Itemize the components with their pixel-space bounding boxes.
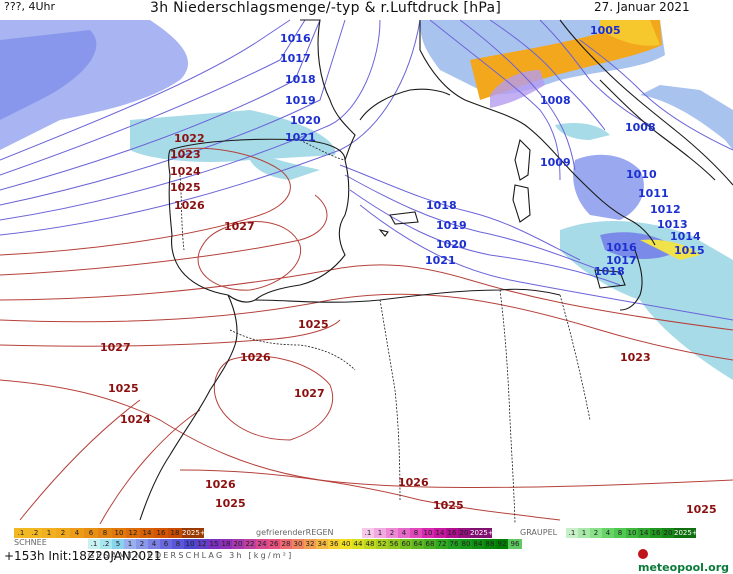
pressure-label: 1027 bbox=[100, 341, 131, 354]
brand-logo: meteopool.org bbox=[638, 548, 733, 574]
snow-title: SCHNEE bbox=[14, 538, 47, 547]
pressure-label: 1022 bbox=[174, 132, 205, 145]
pressure-label: 1015 bbox=[674, 244, 705, 257]
pressure-label: 1026 bbox=[240, 351, 271, 364]
pressure-label: 1023 bbox=[620, 351, 651, 364]
freezing-rain-title: gefrierenderREGEN bbox=[256, 528, 334, 537]
pressure-label: 1024 bbox=[170, 165, 201, 178]
map-date: 27. Januar 2021 bbox=[594, 0, 690, 14]
graupel-title: GRAUPEL bbox=[520, 528, 558, 537]
header-location: ???, 4Uhr bbox=[4, 0, 56, 13]
pressure-label: 1016 bbox=[606, 241, 637, 254]
isobars-high bbox=[0, 147, 733, 524]
map-canvas: 1016 1017 1018 1019 1020 1021 1018 1019 … bbox=[0, 17, 733, 524]
pressure-label: 1026 bbox=[174, 199, 205, 212]
pressure-label: 1008 bbox=[540, 94, 571, 107]
forecast-run-info: +153h Init:18Z20JAN2021 bbox=[4, 549, 162, 563]
meteopool-logo-icon bbox=[638, 549, 648, 559]
pressure-label: 1024 bbox=[120, 413, 151, 426]
pressure-label: 1008 bbox=[625, 121, 656, 134]
pressure-label: 1020 bbox=[290, 114, 321, 127]
freezing-rain-scale: .1 1 2 4 8 10 14 16 20 2025+ bbox=[362, 528, 494, 538]
pressure-label: 1026 bbox=[205, 478, 236, 491]
pressure-label: 1023 bbox=[170, 148, 201, 161]
pressure-label: 1018 bbox=[426, 199, 457, 212]
pressure-label: 1025 bbox=[433, 499, 464, 512]
total-precip-title: GESAMTNIEDERSCHLAG 3h [kg/m²] bbox=[88, 551, 294, 560]
pressure-label: 1014 bbox=[670, 230, 701, 243]
snow-scale: .1 .2 1 2 4 6 8 10 12 14 16 18 2025+ bbox=[14, 528, 206, 538]
pressure-label: 1019 bbox=[436, 219, 467, 232]
pressure-label: 1019 bbox=[285, 94, 316, 107]
pressure-labels: 1016 1017 1018 1019 1020 1021 1018 1019 … bbox=[100, 24, 717, 516]
pressure-label: 1013 bbox=[657, 218, 688, 231]
pressure-label: 1025 bbox=[108, 382, 139, 395]
pressure-label: 1025 bbox=[686, 503, 717, 516]
map-title: 3h Niederschlagsmenge/-typ & r.Luftdruck… bbox=[150, 0, 502, 16]
coastlines bbox=[139, 19, 733, 521]
legend: .1 .2 1 2 4 6 8 10 12 14 16 18 2025+ SCH… bbox=[0, 524, 733, 566]
pressure-label: 1018 bbox=[594, 265, 625, 278]
pressure-label: 1017 bbox=[606, 254, 637, 267]
pressure-label: 1026 bbox=[398, 476, 429, 489]
pressure-label: 1010 bbox=[626, 168, 657, 181]
pressure-label: 1012 bbox=[650, 203, 681, 216]
pressure-label: 1025 bbox=[298, 318, 329, 331]
pressure-label: 1011 bbox=[638, 187, 669, 200]
graupel-scale: .1 1 2 4 8 10 14 16 20 2025+ bbox=[566, 528, 698, 538]
precipitation-layer bbox=[0, 20, 733, 380]
pressure-label: 1009 bbox=[540, 156, 571, 169]
pressure-label: 1021 bbox=[425, 254, 456, 267]
pressure-label: 1025 bbox=[215, 497, 246, 510]
isobars-low bbox=[0, 19, 733, 321]
total-precip-scale: .1 .2 5 1 2 4 6 8 10 12 15 18 20 22 24 2… bbox=[88, 539, 522, 549]
country-borders bbox=[179, 139, 591, 524]
pressure-label: 1021 bbox=[285, 131, 316, 144]
pressure-label: 1020 bbox=[436, 238, 467, 251]
pressure-label: 1027 bbox=[224, 220, 255, 233]
pressure-label: 1025 bbox=[170, 181, 201, 194]
pressure-label: 1017 bbox=[280, 52, 311, 65]
pressure-label: 1027 bbox=[294, 387, 325, 400]
pressure-label: 1018 bbox=[285, 73, 316, 86]
pressure-label: 1016 bbox=[280, 32, 311, 45]
pressure-label: 1005 bbox=[590, 24, 621, 37]
